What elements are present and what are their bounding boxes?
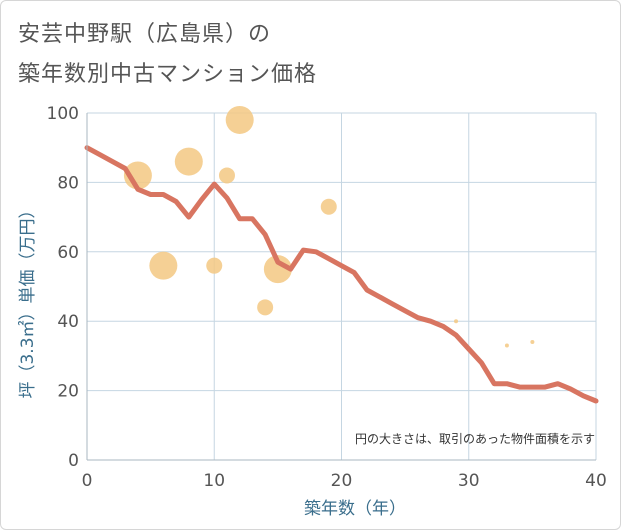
- bubble-point-3: [206, 257, 223, 274]
- bubble-point-8: [320, 198, 337, 215]
- y-tick-label-1: 20: [57, 382, 79, 402]
- y-tick-label-0: 0: [68, 451, 79, 471]
- chart-title-line-1: 安芸中野駅（広島県）の: [18, 22, 272, 47]
- bubble-point-2: [174, 147, 203, 176]
- y-tick-label-2: 40: [57, 312, 79, 332]
- bubble-point-4: [218, 167, 235, 184]
- x-tick-label-4: 40: [585, 471, 607, 491]
- x-tick-label-0: 0: [82, 471, 93, 491]
- grid-lines: [86, 112, 597, 461]
- bubble-point-1: [149, 251, 178, 280]
- x-tick-label-2: 20: [331, 471, 353, 491]
- y-tick-label-3: 60: [57, 243, 79, 263]
- x-tick-label-3: 30: [458, 471, 480, 491]
- average-price-line: [84, 145, 599, 404]
- y-tick-label-4: 80: [57, 173, 79, 193]
- bubble-point-9: [454, 319, 459, 324]
- bubble-point-5: [225, 105, 254, 134]
- tick-labels: 0 10 20 30 40 0 20 40 60 80 100: [47, 104, 607, 491]
- bubble-point-11: [530, 340, 535, 345]
- y-axis-title: 坪（3.3㎡）単価（万円）: [18, 201, 38, 398]
- axes: [86, 113, 596, 461]
- chart-title-line-2: 築年数別中古マンション価格: [18, 62, 318, 87]
- bubble-size-note: 円の大きさは、取引のあった物件面積を示す: [355, 431, 595, 446]
- bubble-point-6: [257, 299, 274, 316]
- bubble-point-10: [504, 343, 509, 348]
- average-line-series: [84, 145, 599, 404]
- bubble-series: [123, 105, 535, 348]
- bubble-point-7: [263, 255, 292, 284]
- y-tick-label-5: 100: [47, 104, 79, 124]
- x-tick-label-1: 10: [203, 471, 225, 491]
- x-axis-title: 築年数（年）: [304, 499, 406, 519]
